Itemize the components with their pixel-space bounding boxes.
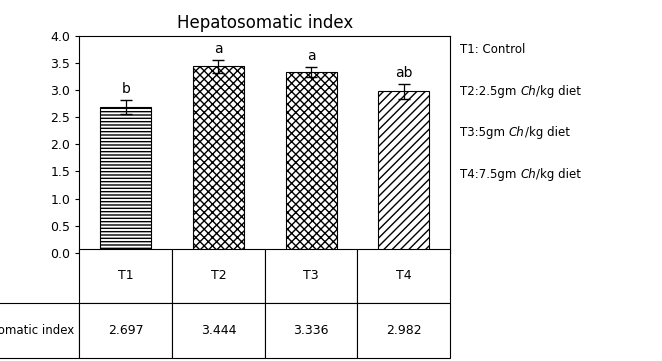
Text: T3:5gm: T3:5gm <box>460 126 509 139</box>
Bar <box>101 106 151 253</box>
Text: a: a <box>307 49 316 64</box>
Bar <box>193 66 244 253</box>
Text: b: b <box>121 82 130 96</box>
Text: Ch: Ch <box>509 126 524 139</box>
Text: T1: Control: T1: Control <box>460 43 526 56</box>
Text: T2:2.5gm: T2:2.5gm <box>460 85 520 98</box>
Bar <box>379 91 430 253</box>
Bar <box>286 72 337 253</box>
Text: /kg diet: /kg diet <box>524 126 569 139</box>
Text: Ch: Ch <box>520 85 536 98</box>
Text: a: a <box>214 43 223 56</box>
Text: /kg diet: /kg diet <box>536 168 581 181</box>
Text: ab: ab <box>395 66 412 81</box>
Text: /kg diet: /kg diet <box>536 85 581 98</box>
Text: T4:7.5gm: T4:7.5gm <box>460 168 520 181</box>
Title: Hepatosomatic index: Hepatosomatic index <box>177 14 353 32</box>
Text: Ch: Ch <box>520 168 536 181</box>
